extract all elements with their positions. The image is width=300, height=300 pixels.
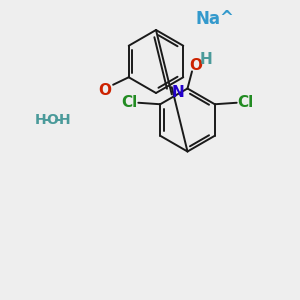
- Text: Cl: Cl: [121, 95, 137, 110]
- Text: O: O: [189, 58, 203, 73]
- Text: ^: ^: [220, 9, 233, 27]
- Text: Na: Na: [196, 11, 221, 28]
- Text: N: N: [171, 85, 184, 100]
- Text: Cl: Cl: [238, 95, 254, 110]
- Text: H: H: [200, 52, 213, 67]
- Text: O: O: [46, 113, 58, 127]
- Text: H: H: [59, 113, 70, 127]
- Text: H: H: [35, 113, 46, 127]
- Text: O: O: [98, 82, 111, 98]
